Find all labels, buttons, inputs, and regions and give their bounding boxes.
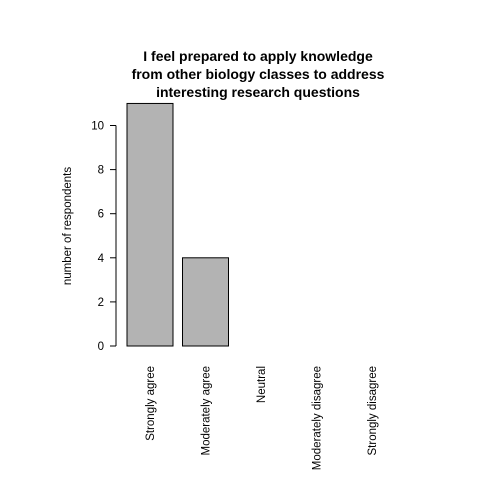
y-tick-label: 6 <box>98 209 104 221</box>
y-tick-label: 10 <box>91 121 104 133</box>
y-axis-label: number of respondents <box>62 167 74 286</box>
bars <box>126 102 229 347</box>
category-labels: Strongly agree Moderately agree Neutral Mod… <box>145 366 379 470</box>
category-label: Strongly disagree <box>367 366 379 456</box>
y-tick-label: 0 <box>98 341 104 353</box>
chart-title-line-1: I feel prepared to apply knowledge <box>143 48 373 64</box>
category-label: Moderately agree <box>201 366 213 456</box>
y-tick-label: 8 <box>98 165 104 177</box>
bar-moderately-agree <box>182 257 229 347</box>
chart-title-line-3: interesting research questions <box>156 84 360 100</box>
y-tick-label: 4 <box>98 253 105 265</box>
chart-title-line-2: from other biology classes to address <box>132 66 385 82</box>
bar-strongly-agree <box>126 102 174 347</box>
y-tick-label: 2 <box>98 297 104 309</box>
y-axis: 0 2 4 6 8 10 <box>91 121 117 353</box>
category-label: Strongly agree <box>145 366 157 441</box>
chart-title: I feel prepared to apply knowledge from … <box>132 48 385 100</box>
category-label: Neutral <box>256 366 268 403</box>
category-label: Moderately disagree <box>312 366 324 470</box>
